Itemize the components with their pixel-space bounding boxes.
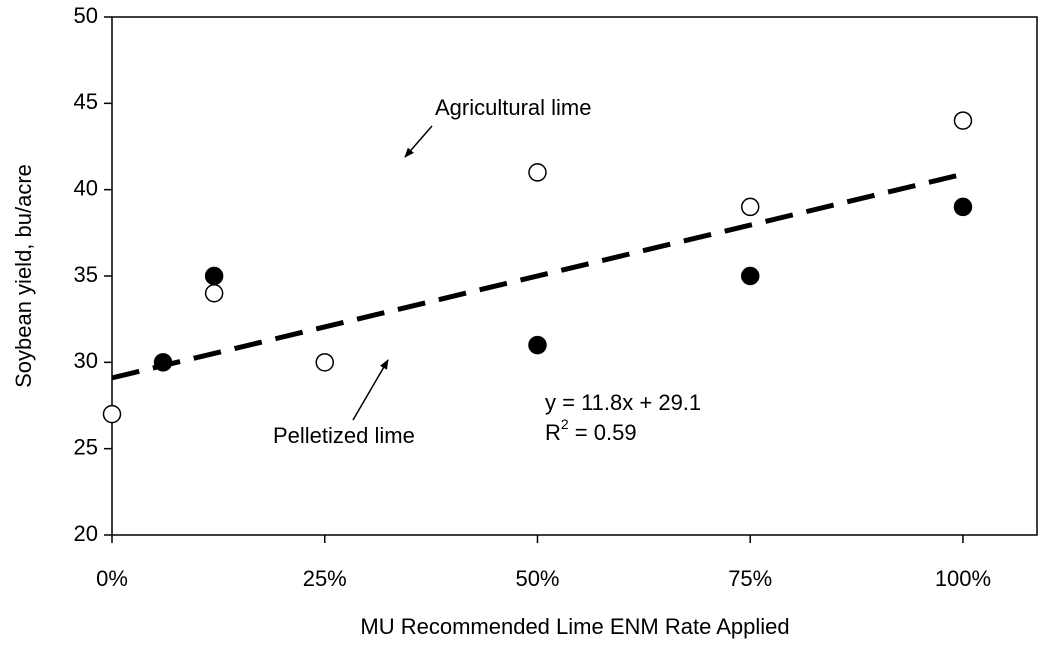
point: [153, 353, 173, 372]
r-suffix: = 0.59: [569, 420, 637, 445]
point: [740, 197, 760, 217]
x-tick-label: 0%: [96, 566, 128, 591]
x-axis-label: MU Recommended Lime ENM Rate Applied: [360, 614, 789, 639]
point: [740, 266, 760, 286]
x-tick-label: 75%: [728, 566, 772, 591]
point: [528, 335, 547, 355]
annotation: Pelletized lime: [273, 423, 415, 448]
y-tick-label: 40: [74, 175, 98, 200]
x-tick-label: 100%: [935, 566, 991, 591]
point: [528, 163, 547, 182]
y-tick-label: 25: [74, 434, 98, 459]
y-tick-label: 35: [74, 262, 98, 287]
point: [953, 197, 973, 217]
y-tick-label: 45: [74, 89, 98, 114]
point: [953, 111, 973, 130]
point: [315, 353, 334, 372]
point: [102, 404, 122, 424]
point: [204, 284, 224, 303]
r-squared: R2 = 0.59: [545, 416, 637, 445]
arrow: [404, 125, 433, 158]
x-tick-label: 25%: [303, 566, 347, 591]
trendline: [111, 171, 964, 381]
r-sup: 2: [561, 416, 569, 432]
arrow: [352, 359, 389, 421]
y-axis-label: Soybean yield, bu/acre: [11, 164, 36, 388]
y-tick-label: 20: [74, 521, 98, 546]
equation: y = 11.8x + 29.1: [545, 390, 701, 415]
r-prefix: R: [545, 420, 561, 445]
point: [204, 266, 224, 286]
annotation: Agricultural lime: [435, 95, 592, 120]
x-tick-label: 50%: [515, 566, 559, 591]
y-tick-label: 30: [74, 348, 98, 373]
y-tick-label: 50: [74, 3, 98, 28]
